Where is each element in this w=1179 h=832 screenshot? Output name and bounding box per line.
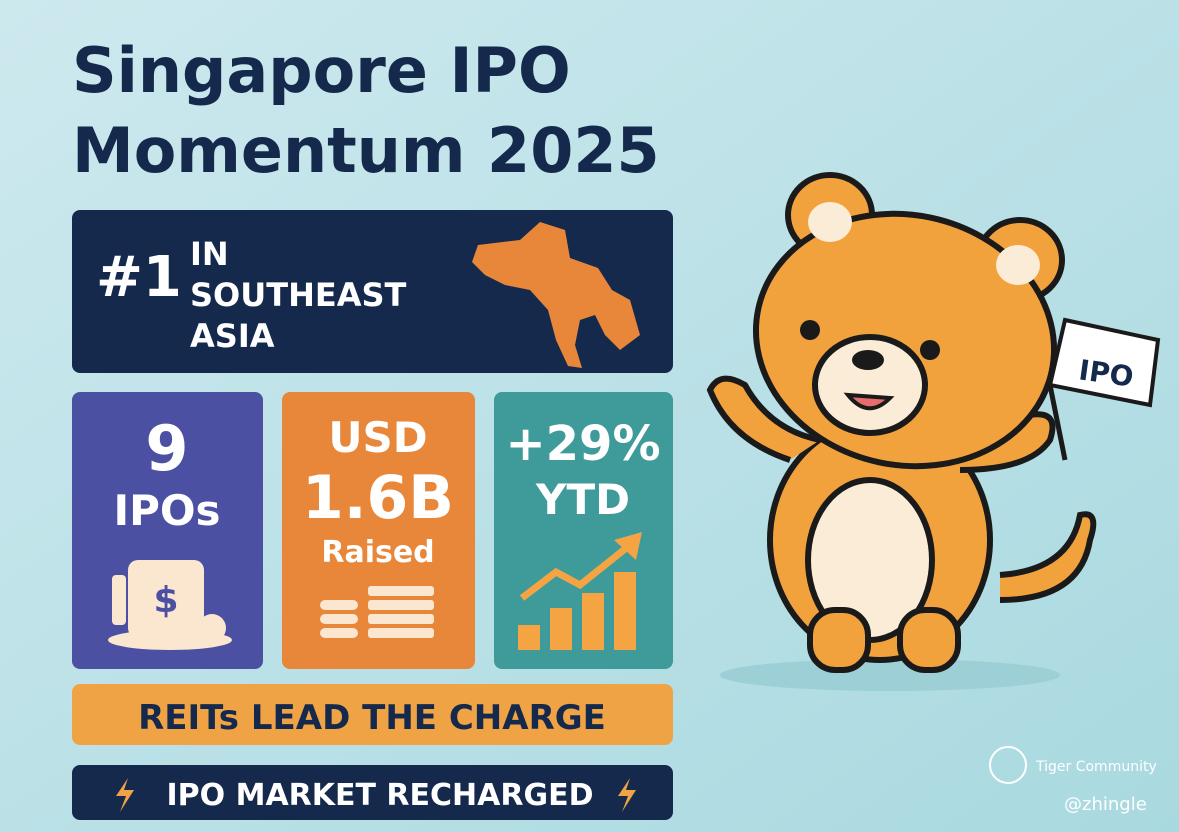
watermark-logo bbox=[989, 746, 1027, 784]
growth-icon bbox=[518, 532, 642, 650]
dollar-icon: $ bbox=[153, 580, 178, 621]
card-value: +29% bbox=[505, 416, 660, 472]
tiger-ear bbox=[808, 202, 852, 242]
title-line: Momentum 2025 bbox=[72, 114, 660, 187]
bolt-icon bbox=[618, 778, 636, 812]
coins-icon bbox=[320, 586, 434, 638]
stat-card bbox=[282, 392, 475, 669]
money-icon bbox=[108, 560, 232, 650]
banner bbox=[72, 765, 673, 820]
bolt-icon bbox=[116, 778, 134, 812]
banner-text: IPO MARKET RECHARGED bbox=[167, 778, 594, 813]
card-label: Raised bbox=[321, 535, 434, 570]
title-line: Singapore IPO bbox=[72, 34, 571, 107]
watermark-brand: Tiger Community bbox=[1035, 759, 1157, 775]
banner bbox=[72, 684, 673, 745]
rank-text: ASIA bbox=[190, 317, 275, 355]
card-label: USD bbox=[328, 413, 427, 462]
tiger-ear bbox=[996, 245, 1040, 285]
rank-number: #1 bbox=[96, 245, 182, 310]
card-value: 1.6B bbox=[302, 463, 454, 533]
tiger-illustration bbox=[706, 172, 1161, 691]
rank-text: IN bbox=[190, 235, 229, 273]
card-label: IPOs bbox=[113, 486, 220, 535]
card-value: 9 bbox=[145, 412, 188, 485]
rank-text: SOUTHEAST bbox=[190, 276, 407, 314]
watermark-handle: @zhingle bbox=[1064, 794, 1147, 815]
card-label: YTD bbox=[535, 475, 630, 524]
banner-text: REITs LEAD THE CHARGE bbox=[138, 698, 606, 738]
map-icon bbox=[472, 222, 640, 368]
flag-text: IPO bbox=[1077, 353, 1136, 393]
